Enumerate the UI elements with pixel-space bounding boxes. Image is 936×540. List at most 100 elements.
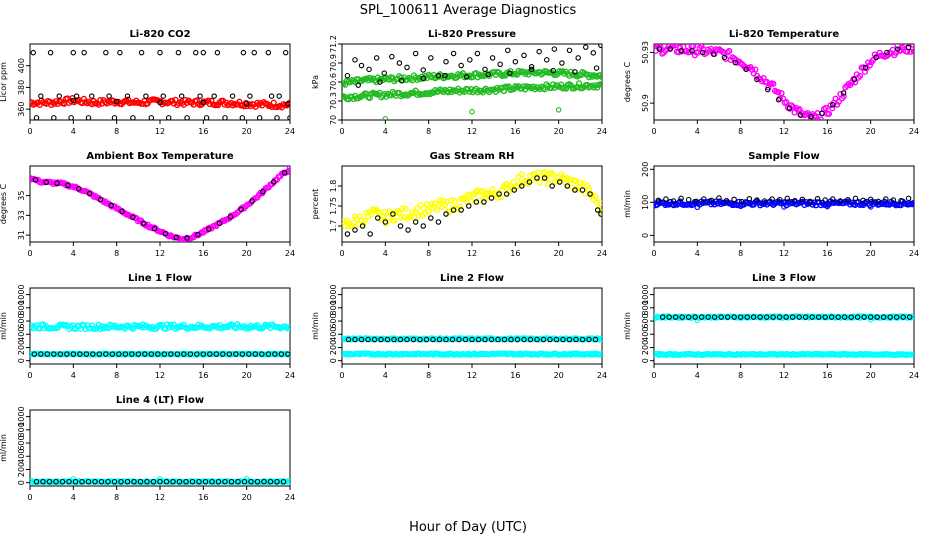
data-point [716,195,722,201]
x-tick-label: 20 [866,127,876,136]
data-point [261,478,267,485]
data-point [854,314,861,320]
data-point [750,314,757,320]
data-point [122,351,129,357]
data-point [168,351,174,357]
data-point [840,90,847,96]
data-point [654,315,658,322]
y-tick-label: 200 [329,340,338,355]
series-black-points [70,97,290,107]
data-point [450,50,457,57]
chart-line1: Line 1 Flow ml/min 0 4 8 12 16 20 24 0 20040060080… [0,273,295,380]
y-tick-label: 50.93 [641,41,650,64]
series-blue-points [694,203,874,211]
data-point [70,97,77,104]
data-point [352,336,358,343]
x-tick-label: 0 [27,493,32,502]
data-point [105,478,111,485]
y-tick-label: 1.8 [329,180,338,193]
x-tick-label: 4 [383,127,388,136]
data-point [138,49,145,56]
data-point [861,314,867,320]
data-point [54,180,60,187]
data-point [488,336,495,343]
data-point [189,478,196,485]
data-point [718,314,724,320]
data-point [391,336,397,343]
y-axis-label: ml/min [311,312,320,340]
data-point [551,46,558,52]
data-point [910,48,914,55]
data-point [371,336,378,343]
data-point [200,49,207,56]
x-tick-label: 8 [114,127,119,136]
data-point [155,351,161,357]
data-point [841,314,848,320]
data-point [778,90,785,97]
x-tick-label: 24 [597,127,607,136]
data-point [410,336,417,343]
data-point [705,314,711,320]
x-tick-label: 8 [114,249,119,258]
data-point [579,336,586,343]
data-point [33,478,40,485]
data-point [832,95,839,102]
y-tick-label: 1000 [17,406,26,426]
data-point [485,71,491,78]
data-point [796,106,803,113]
data-point [701,196,707,202]
data-point [165,115,172,120]
data-point [420,75,426,81]
data-point [598,44,602,49]
data-point [469,336,475,343]
data-point [783,314,789,320]
data-point [229,93,236,99]
data-point [577,179,584,186]
series-green-points [382,107,562,120]
data-point [592,336,599,343]
y-axis-label: ml/min [623,312,632,340]
data-point [391,217,398,224]
data-point [196,478,202,485]
data-point [344,72,351,79]
data-point [809,314,815,320]
chart-title: Line 4 (LT) Flow [116,395,204,406]
data-point [129,351,135,357]
data-point [51,351,57,357]
data-point [65,182,71,188]
data-point [462,336,469,343]
data-point [528,64,535,70]
data-point [109,351,116,357]
data-point [443,336,449,343]
data-point [278,351,285,357]
x-tick-label: 24 [285,371,295,380]
data-point [397,336,404,343]
data-point [272,351,278,357]
data-point [265,49,272,56]
x-tick-label: 20 [242,127,252,136]
y-tick-label: 400 [17,449,26,464]
data-point [246,351,252,357]
y-axis-label: kPa [311,75,320,89]
series-black-points [33,478,287,485]
data-point [572,69,578,75]
x-tick-label: 16 [822,127,832,136]
data-point [135,351,142,357]
data-point [148,115,155,120]
data-point [672,44,679,49]
data-point [157,478,163,485]
data-point [893,314,900,320]
data-point [829,102,836,108]
data-point [887,314,893,320]
series-green-band [342,80,602,103]
data-point [783,99,790,106]
data-point [226,351,233,357]
data-point [732,59,738,66]
data-point [287,115,290,120]
data-point [526,179,533,185]
data-point [170,478,176,485]
x-tick-label: 0 [651,249,656,258]
series-black-points [32,170,288,241]
data-point [666,314,672,320]
data-point [113,98,120,105]
